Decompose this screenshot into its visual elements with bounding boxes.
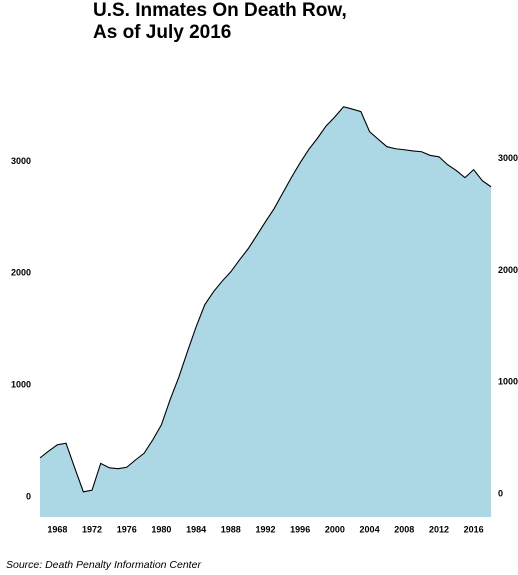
x-tick-label: 1996: [290, 524, 310, 534]
x-tick-label: 2000: [325, 524, 345, 534]
x-tick-label: 2012: [429, 524, 449, 534]
x-tick-label: 1968: [47, 524, 67, 534]
y2-tick-label: 1000: [498, 377, 518, 387]
x-tick-label: 1972: [82, 524, 102, 534]
x-tick-label: 1984: [186, 524, 206, 534]
area-line: [39, 106, 492, 493]
x-tick-label: 1980: [151, 524, 171, 534]
y-tick-label: 0: [26, 491, 31, 501]
x-tick-label: 2008: [394, 524, 414, 534]
x-tick-label: 2016: [464, 524, 484, 534]
y2-tick-label: 0: [498, 488, 503, 498]
x-tick-label: 1976: [117, 524, 137, 534]
y2-tick-label: 2000: [498, 265, 518, 275]
y-tick-label: 3000: [11, 156, 31, 166]
y-tick-label: 1000: [11, 379, 31, 389]
y2-tick-label: 3000: [498, 153, 518, 163]
chart-title: U.S. Inmates On Death Row, As of July 20…: [93, 0, 347, 43]
source-note: Source: Death Penalty Information Center: [6, 559, 201, 571]
x-tick-label: 2004: [360, 524, 380, 534]
x-tick-label: 1988: [221, 524, 241, 534]
y-tick-label: 2000: [11, 268, 31, 278]
x-tick-label: 1992: [255, 524, 275, 534]
area: [40, 106, 491, 518]
